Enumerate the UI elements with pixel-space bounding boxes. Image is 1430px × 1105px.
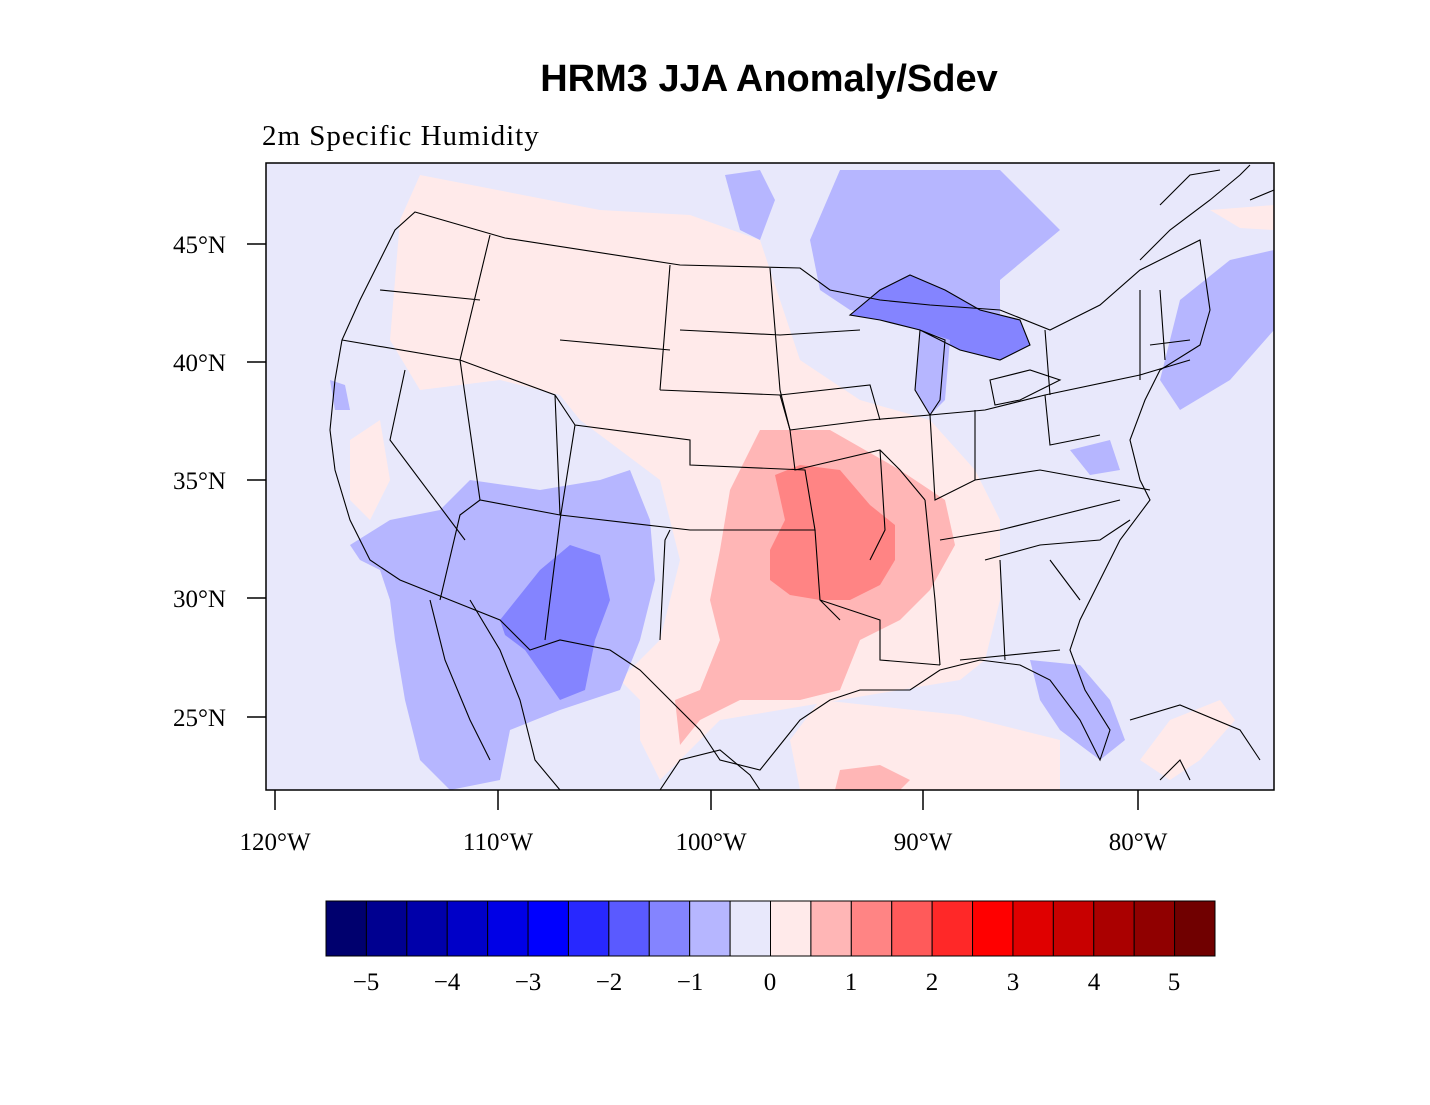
lon-tick-label: 110°W [463,829,534,856]
anomaly-region-michigan [915,330,950,415]
colorbar-box [608,900,650,957]
anomaly-region-new-mexico-min [500,545,610,700]
anomaly-region-minnesota-blue [725,170,775,240]
colorbar-tick-label: −2 [596,969,623,996]
cuba-coast [1129,704,1261,781]
anomaly-region-gulf-light-red [835,765,910,790]
colorbar-tick-label: −5 [353,969,380,996]
lon-tick-label: 90°W [894,829,953,856]
colorbar-box [810,900,852,957]
colorbar-box [1174,900,1216,957]
colorbar-box [527,900,569,957]
colorbar-tick-label: −1 [677,969,704,996]
lat-tick-label: 40°N [173,350,226,377]
anomaly-region-gulf-pink [790,700,1060,790]
colorbar-box [1052,900,1095,957]
boundary-lines [329,164,1274,790]
anomaly-region-great-lakes [850,275,1030,360]
colorbar-box [1133,900,1176,957]
colorbar-tick-label: 4 [1088,969,1101,996]
state-lines-central [779,374,1141,666]
colorbar-tick-label: 1 [845,969,858,996]
anomaly-region-northeast-pink [1210,205,1274,230]
colorbar-tick-label: 5 [1168,969,1181,996]
canada-coast [1139,164,1274,261]
map-plot-area [266,163,1274,790]
lon-tick-label: 80°W [1109,829,1168,856]
colorbar-box [931,900,974,957]
colorbar-tick-label: 3 [1007,969,1020,996]
anomaly-region-canada-blue [810,170,1060,330]
anomaly-region-california-pink [350,420,390,520]
plot-frame [265,162,1275,791]
us-outline [329,211,1211,771]
state-lines-east [929,394,1151,661]
anomaly-region-bahamas-pink [1140,700,1235,780]
colorbar-box [770,900,812,957]
chart-subtitle: 2m Specific Humidity [262,120,540,152]
lat-tick-label: 25°N [173,705,226,732]
anomaly-region-baja [400,580,480,740]
lon-tick-label: 120°W [239,829,310,856]
colorbar-tick-label: 0 [764,969,777,996]
colorbar-box [1093,900,1135,957]
state-lines-west [341,339,816,641]
chart-title: HRM3 JJA Anomaly/Sdev [540,58,998,100]
colorbar-box [689,900,731,957]
anomaly-region-southern-plains-max [770,465,895,600]
colorbar-tick-label: 2 [926,969,939,996]
colorbar-box [648,900,691,957]
colorbar-labels: −5 −4 −3 −2 −1 0 1 2 3 4 5 [353,969,1181,996]
colorbar-box [446,900,489,957]
colorbar-box [1012,900,1054,957]
colorbar [325,900,1216,957]
lat-tick-label: 30°N [173,586,226,613]
colorbar-box [729,900,772,957]
colorbar-tick-label: −4 [434,969,461,996]
state-lines-northeast [1044,289,1191,396]
anomaly-region-chesapeake-blue [1070,440,1120,475]
anomaly-region-pacific-blue [330,380,350,410]
state-lines-north [379,234,881,431]
colorbar-box [850,900,893,957]
anomaly-region-atlantic-blue [1160,250,1274,410]
mexico-coast [429,599,761,790]
lon-tick-label: 100°W [675,829,746,856]
lat-tick-label: 35°N [173,468,226,495]
colorbar-box [567,900,610,957]
great-lakes-shore [848,274,1062,417]
colorbar-box [325,900,367,957]
colorbar-tick-label: −3 [515,969,542,996]
longitude-axis: 120°W 110°W 100°W 90°W 80°W [239,790,1168,856]
colorbar-box [406,900,448,957]
latitude-axis: 45°N 40°N 35°N 30°N 25°N [173,232,266,732]
colorbar-box [365,900,408,957]
colorbar-box [487,900,529,957]
colorbar-box [891,900,933,957]
colorbar-box [972,900,1014,957]
lat-tick-label: 45°N [173,232,226,259]
